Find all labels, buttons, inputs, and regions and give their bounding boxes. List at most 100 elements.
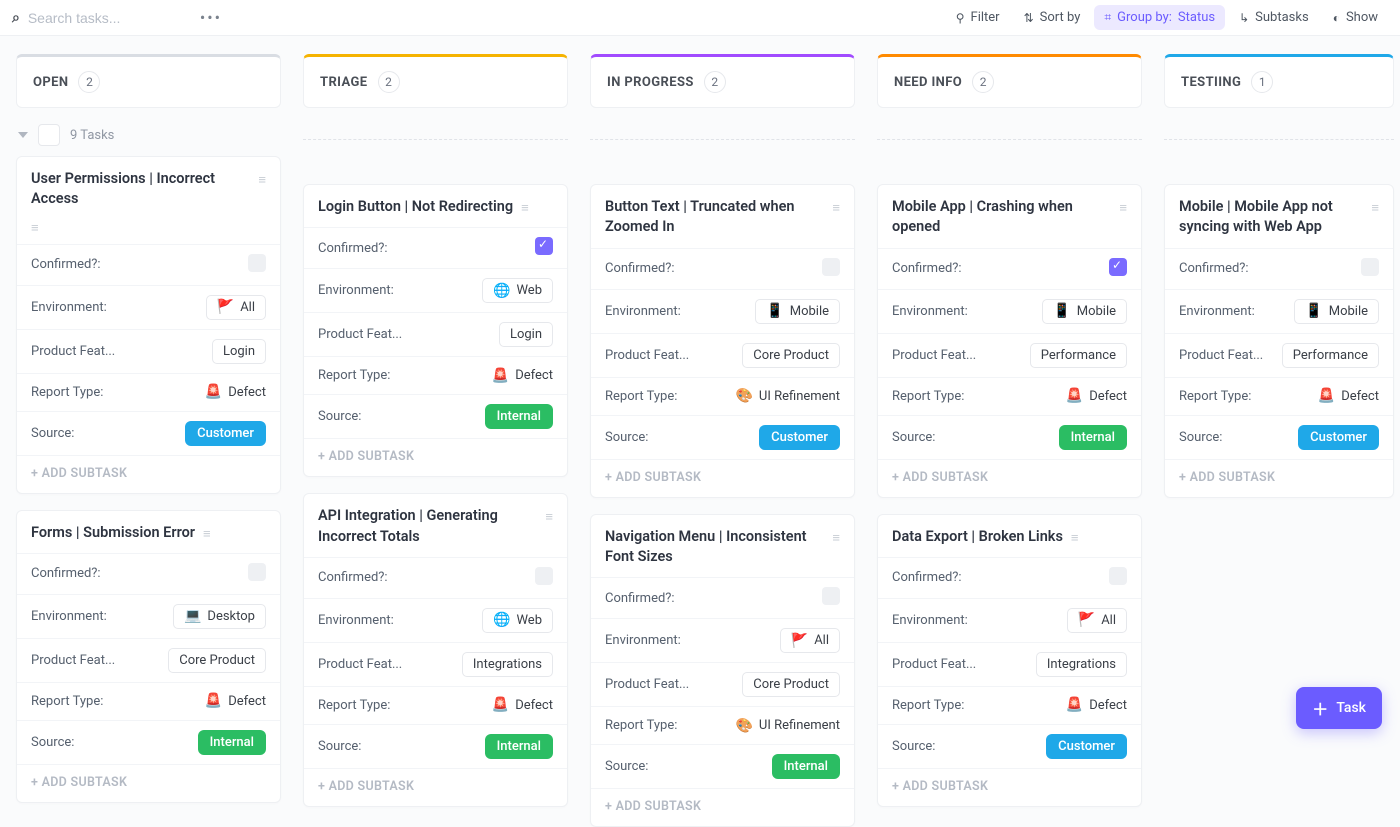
tag-icon: 🚩 xyxy=(1078,613,1095,627)
field-value: 🚨Defect xyxy=(492,366,553,385)
environment-tag[interactable]: 🌐Web xyxy=(482,278,553,303)
column-header[interactable]: TRIAGE2 xyxy=(303,54,568,108)
environment-tag[interactable]: 🌐Web xyxy=(482,608,553,633)
add-subtask-button[interactable]: + ADD SUBTASK xyxy=(304,438,567,476)
confirmed-checkbox[interactable] xyxy=(1109,567,1127,585)
feature-tag[interactable]: Core Product xyxy=(742,672,840,697)
search-input[interactable] xyxy=(28,10,188,26)
sortby-button[interactable]: ⇅ Sort by xyxy=(1014,5,1091,30)
report-tag[interactable]: 🚨Defect xyxy=(492,696,553,715)
confirmed-checkbox[interactable] xyxy=(1109,258,1127,276)
task-card[interactable]: API Integration | Generating Incorrect T… xyxy=(303,493,568,807)
field-label: Product Feat... xyxy=(31,344,115,359)
add-subtask-button[interactable]: + ADD SUBTASK xyxy=(17,764,280,802)
task-card[interactable]: Forms | Submission Error≡Confirmed?:Envi… xyxy=(16,510,281,803)
field-value: 💻Desktop xyxy=(173,604,266,629)
task-card[interactable]: Data Export | Broken Links≡Confirmed?:En… xyxy=(877,514,1142,807)
environment-tag[interactable]: 📱Mobile xyxy=(1294,299,1379,324)
filter-label: Filter xyxy=(971,10,1000,25)
source-pill[interactable]: Customer xyxy=(1046,734,1127,759)
environment-tag[interactable]: 💻Desktop xyxy=(173,604,266,629)
report-tag[interactable]: 🚨Defect xyxy=(1318,387,1379,406)
column-header[interactable]: TESTIING1 xyxy=(1164,54,1394,108)
source-field: Source:Internal xyxy=(591,744,854,788)
add-subtask-button[interactable]: + ADD SUBTASK xyxy=(17,455,280,493)
add-subtask-button[interactable]: + ADD SUBTASK xyxy=(591,788,854,826)
confirmed-checkbox[interactable] xyxy=(535,237,553,255)
source-pill[interactable]: Customer xyxy=(1298,425,1379,450)
report-tag[interactable]: 🚨Defect xyxy=(205,692,266,711)
groupby-button[interactable]: ⌗ Group by: Status xyxy=(1094,5,1225,30)
source-pill[interactable]: Customer xyxy=(185,421,266,446)
tag-text: All xyxy=(814,633,829,648)
new-task-button[interactable]: ＋ Task xyxy=(1296,687,1382,729)
column-header[interactable]: NEED INFO2 xyxy=(877,54,1142,108)
subtasks-icon: ↳ xyxy=(1239,11,1249,25)
environment-tag[interactable]: 🚩All xyxy=(780,628,840,653)
feature-tag[interactable]: Login xyxy=(212,339,266,364)
group-collapse-icon[interactable] xyxy=(18,132,28,138)
confirmed-checkbox[interactable] xyxy=(1361,258,1379,276)
add-subtask-button[interactable]: + ADD SUBTASK xyxy=(878,768,1141,806)
source-pill[interactable]: Internal xyxy=(1059,425,1127,450)
field-value xyxy=(822,587,840,609)
environment-tag[interactable]: 📱Mobile xyxy=(1042,299,1127,324)
feature-tag[interactable]: Login xyxy=(499,322,553,347)
environment-tag[interactable]: 📱Mobile xyxy=(755,299,840,324)
add-subtask-button[interactable]: + ADD SUBTASK xyxy=(304,768,567,806)
report-tag[interactable]: 🎨UI Refinement xyxy=(735,716,840,735)
tag-icon: 📱 xyxy=(1305,304,1322,318)
show-button[interactable]: ◐ Show xyxy=(1323,5,1388,30)
feature-tag[interactable]: Core Product xyxy=(168,648,266,673)
task-card[interactable]: Button Text | Truncated when Zoomed In≡C… xyxy=(590,184,855,498)
confirmed-checkbox[interactable] xyxy=(822,258,840,276)
environment-tag[interactable]: 🚩All xyxy=(1067,608,1127,633)
report-tag[interactable]: 🚨Defect xyxy=(1066,387,1127,406)
field-value: 🚨Defect xyxy=(1318,387,1379,406)
confirmed-field: Confirmed?: xyxy=(304,227,567,268)
add-subtask-button[interactable]: + ADD SUBTASK xyxy=(878,459,1141,497)
add-subtask-button[interactable]: + ADD SUBTASK xyxy=(1165,459,1393,497)
report-tag[interactable]: 🚨Defect xyxy=(1066,696,1127,715)
environment-field: Environment:📱Mobile xyxy=(1165,289,1393,333)
confirmed-checkbox[interactable] xyxy=(535,567,553,585)
task-card[interactable]: Login Button | Not Redirecting≡Confirmed… xyxy=(303,184,568,477)
task-card[interactable]: Mobile App | Crashing when opened≡Confir… xyxy=(877,184,1142,498)
confirmed-checkbox[interactable] xyxy=(248,563,266,581)
report-tag[interactable]: 🚨Defect xyxy=(205,383,266,402)
feature-tag[interactable]: Integrations xyxy=(462,652,553,677)
report-tag[interactable]: 🚨Defect xyxy=(492,366,553,385)
source-pill[interactable]: Customer xyxy=(759,425,840,450)
source-pill[interactable]: Internal xyxy=(198,730,266,755)
source-pill[interactable]: Internal xyxy=(485,404,553,429)
tag-text: Performance xyxy=(1041,348,1116,363)
feature-tag[interactable]: Performance xyxy=(1030,343,1127,368)
confirmed-checkbox[interactable] xyxy=(822,587,840,605)
field-label: Confirmed?: xyxy=(318,570,388,585)
environment-tag[interactable]: 🚩All xyxy=(206,295,266,320)
task-card[interactable]: Navigation Menu | Inconsistent Font Size… xyxy=(590,514,855,827)
more-menu-icon[interactable]: ••• xyxy=(200,8,222,27)
feature-tag[interactable]: Core Product xyxy=(742,343,840,368)
task-card[interactable]: Mobile | Mobile App not syncing with Web… xyxy=(1164,184,1394,498)
add-subtask-button[interactable]: + ADD SUBTASK xyxy=(591,459,854,497)
environment-field: Environment:🚩All xyxy=(591,618,854,662)
source-pill[interactable]: Internal xyxy=(772,754,840,779)
card-title-row: Navigation Menu | Inconsistent Font Size… xyxy=(591,527,854,578)
group-color-swatch[interactable] xyxy=(38,124,60,146)
confirmed-checkbox[interactable] xyxy=(248,254,266,272)
tag-icon: 🚨 xyxy=(205,694,222,708)
card-title-row: Data Export | Broken Links≡ xyxy=(878,527,1141,557)
source-pill[interactable]: Internal xyxy=(485,734,553,759)
subtasks-button[interactable]: ↳ Subtasks xyxy=(1229,5,1319,30)
column-header[interactable]: OPEN2 xyxy=(16,54,281,108)
task-card[interactable]: User Permissions | Incorrect Access≡≡Con… xyxy=(16,156,281,494)
tag-text: Core Product xyxy=(179,653,255,668)
column-header[interactable]: IN PROGRESS2 xyxy=(590,54,855,108)
tag-icon: 💻 xyxy=(184,609,201,623)
feature-tag[interactable]: Integrations xyxy=(1036,652,1127,677)
field-label: Source: xyxy=(318,409,361,424)
filter-button[interactable]: ⚲ Filter xyxy=(946,5,1010,30)
feature-tag[interactable]: Performance xyxy=(1282,343,1379,368)
report-tag[interactable]: 🎨UI Refinement xyxy=(735,387,840,406)
